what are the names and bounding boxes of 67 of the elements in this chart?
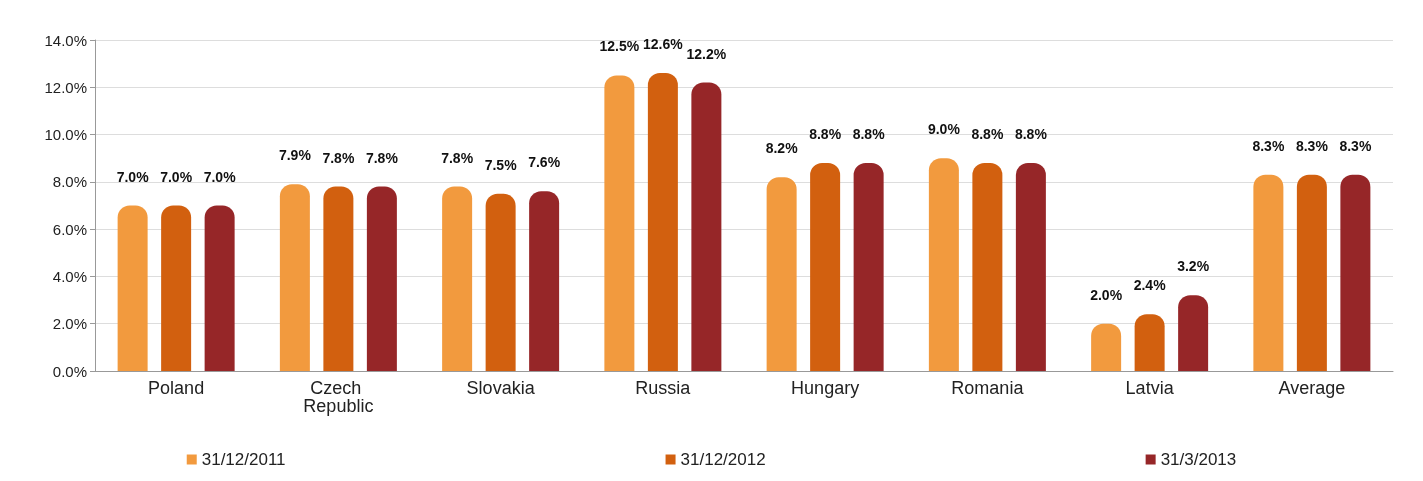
bar: [766, 177, 797, 371]
bar: [442, 186, 473, 371]
data-label: 7.6%: [528, 154, 561, 171]
x-tick-label: Russia: [635, 378, 692, 398]
data-label: 12.5%: [599, 38, 640, 55]
data-label: 9.0%: [927, 121, 961, 138]
bar: [1178, 295, 1209, 371]
bar: [485, 193, 516, 371]
x-tick-label: Romania: [951, 378, 1025, 398]
y-tick-label: 10.0%: [44, 126, 87, 144]
y-tick-label: 12.0%: [44, 78, 87, 96]
data-label: 7.8%: [365, 149, 399, 166]
x-tick-label: Slovakia: [466, 378, 536, 398]
bar: [853, 162, 884, 371]
bar: [529, 191, 560, 371]
bar: [279, 184, 310, 371]
bar: [1296, 174, 1327, 371]
data-label: 12.6%: [643, 36, 684, 53]
bar: [1091, 323, 1122, 371]
x-tick-label: Latvia: [1125, 378, 1175, 398]
bar: [1134, 314, 1165, 371]
data-label: 7.0%: [116, 168, 150, 185]
bar: [647, 73, 678, 371]
data-label: 2.0%: [1090, 286, 1123, 303]
data-label: 8.2%: [765, 140, 799, 157]
data-label: 7.0%: [160, 168, 193, 185]
y-tick-label: 6.0%: [52, 220, 87, 238]
data-label: 8.3%: [1252, 137, 1285, 154]
y-tick-label: 4.0%: [52, 267, 87, 285]
bar: [204, 205, 235, 371]
data-label: 8.8%: [852, 125, 886, 142]
data-label: 8.8%: [971, 125, 1004, 142]
x-tick-label: Hungary: [791, 378, 860, 398]
x-tick-label: Czech Republic: [303, 378, 374, 416]
data-label: 7.0%: [203, 168, 237, 185]
bar: [366, 186, 397, 371]
bar: [928, 158, 959, 371]
bar: [117, 205, 148, 371]
y-tick-label: 2.0%: [52, 315, 87, 333]
legend-label: 31/12/2011: [201, 450, 286, 469]
data-label: 8.8%: [809, 125, 842, 142]
bar: [161, 205, 192, 371]
bar: [1015, 162, 1046, 371]
y-tick-label: 8.0%: [52, 173, 87, 191]
bar: [691, 82, 722, 371]
data-label: 8.8%: [1014, 125, 1048, 142]
data-label: 7.8%: [322, 149, 355, 166]
data-label: 7.9%: [278, 147, 312, 164]
x-tick-label: Average: [1278, 378, 1346, 398]
legend-label: 31/12/2012: [680, 450, 766, 469]
bar: [810, 162, 841, 371]
data-label: 7.8%: [441, 149, 474, 166]
legend-label: 31/3/2013: [1160, 450, 1237, 469]
bar: [323, 186, 354, 371]
y-tick-label: 0.0%: [52, 362, 87, 380]
bar: [604, 75, 635, 371]
data-label: 8.3%: [1339, 137, 1372, 154]
bar: [1253, 174, 1284, 371]
data-label: 7.5%: [484, 156, 518, 173]
bar: [1340, 174, 1371, 371]
x-tick-label: Poland: [148, 378, 205, 398]
data-label: 8.3%: [1295, 137, 1329, 154]
y-tick-label: 14.0%: [44, 31, 87, 49]
data-label: 2.4%: [1133, 277, 1167, 294]
data-label: 3.2%: [1177, 258, 1210, 275]
data-label: 12.2%: [686, 45, 727, 62]
bar: [972, 162, 1003, 371]
